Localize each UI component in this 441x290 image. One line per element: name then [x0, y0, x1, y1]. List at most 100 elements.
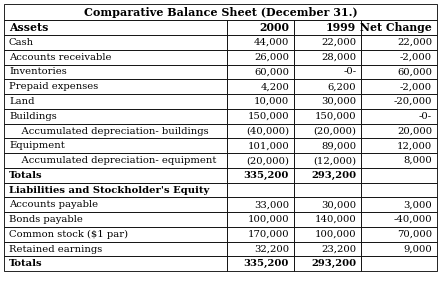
Bar — [4, 212, 227, 227]
Text: Prepaid expenses: Prepaid expenses — [9, 82, 98, 91]
Bar — [361, 212, 437, 227]
Bar — [361, 79, 437, 94]
Bar — [294, 65, 361, 79]
Bar — [227, 212, 294, 227]
Text: Bonds payable: Bonds payable — [9, 215, 83, 224]
Text: 33,000: 33,000 — [254, 200, 289, 209]
Text: 335,200: 335,200 — [244, 259, 289, 268]
Bar — [361, 183, 437, 197]
Text: 4,200: 4,200 — [260, 82, 289, 91]
Bar — [4, 242, 227, 256]
Bar — [4, 20, 227, 35]
Text: 44,000: 44,000 — [254, 38, 289, 47]
Text: Equipment: Equipment — [9, 141, 65, 150]
Bar — [294, 50, 361, 65]
Bar — [294, 35, 361, 50]
Text: 335,200: 335,200 — [244, 171, 289, 180]
Bar — [294, 79, 361, 94]
Bar — [4, 35, 227, 50]
Bar — [4, 138, 227, 153]
Bar — [294, 197, 361, 212]
Bar — [227, 153, 294, 168]
Text: Liabilities and Stockholder's Equity: Liabilities and Stockholder's Equity — [9, 186, 209, 195]
Bar — [294, 168, 361, 183]
Text: -2,000: -2,000 — [400, 82, 432, 91]
Text: Buildings: Buildings — [9, 112, 57, 121]
Bar — [361, 50, 437, 65]
Text: 100,000: 100,000 — [247, 215, 289, 224]
Bar — [227, 94, 294, 109]
Bar — [227, 65, 294, 79]
Bar — [227, 79, 294, 94]
Bar — [294, 94, 361, 109]
Text: 150,000: 150,000 — [314, 112, 356, 121]
Bar — [4, 65, 227, 79]
Text: (20,000): (20,000) — [313, 126, 356, 135]
Text: 12,000: 12,000 — [397, 141, 432, 150]
Bar — [361, 153, 437, 168]
Text: 3,000: 3,000 — [403, 200, 432, 209]
Bar — [4, 168, 227, 183]
Bar — [4, 109, 227, 124]
Bar — [227, 50, 294, 65]
Text: 293,200: 293,200 — [311, 171, 356, 180]
Text: 6,200: 6,200 — [328, 82, 356, 91]
Text: -2,000: -2,000 — [400, 53, 432, 62]
Text: 26,000: 26,000 — [254, 53, 289, 62]
Bar — [294, 153, 361, 168]
Bar — [361, 124, 437, 138]
Bar — [4, 227, 227, 242]
Text: (20,000): (20,000) — [246, 156, 289, 165]
Bar — [4, 79, 227, 94]
Text: Common stock ($1 par): Common stock ($1 par) — [9, 230, 128, 239]
Bar — [227, 20, 294, 35]
Text: Accounts payable: Accounts payable — [9, 200, 98, 209]
Bar — [227, 109, 294, 124]
Text: (12,000): (12,000) — [313, 156, 356, 165]
Text: 23,200: 23,200 — [321, 244, 356, 253]
Text: 22,000: 22,000 — [321, 38, 356, 47]
Bar — [227, 183, 294, 197]
Bar — [361, 20, 437, 35]
Text: (40,000): (40,000) — [246, 126, 289, 135]
Text: 101,000: 101,000 — [247, 141, 289, 150]
Text: 10,000: 10,000 — [254, 97, 289, 106]
Bar — [294, 20, 361, 35]
Text: Inventories: Inventories — [9, 68, 67, 77]
Bar — [4, 4, 437, 20]
Text: 30,000: 30,000 — [321, 97, 356, 106]
Text: Land: Land — [9, 97, 34, 106]
Text: 2000: 2000 — [259, 22, 289, 33]
Bar — [4, 50, 227, 65]
Text: 150,000: 150,000 — [247, 112, 289, 121]
Bar — [294, 109, 361, 124]
Bar — [227, 168, 294, 183]
Text: Comparative Balance Sheet (December 31.): Comparative Balance Sheet (December 31.) — [84, 7, 357, 18]
Text: -0-: -0- — [343, 68, 356, 77]
Text: Totals: Totals — [9, 259, 43, 268]
Text: Net Change: Net Change — [360, 22, 432, 33]
Text: Accumulated depreciation- buildings: Accumulated depreciation- buildings — [9, 126, 209, 135]
Text: Retained earnings: Retained earnings — [9, 244, 102, 253]
Bar — [294, 242, 361, 256]
Bar — [4, 124, 227, 138]
Text: Totals: Totals — [9, 171, 43, 180]
Text: 20,000: 20,000 — [397, 126, 432, 135]
Bar — [294, 138, 361, 153]
Text: 60,000: 60,000 — [397, 68, 432, 77]
Text: -40,000: -40,000 — [393, 215, 432, 224]
Text: 60,000: 60,000 — [254, 68, 289, 77]
Bar — [227, 242, 294, 256]
Bar — [361, 109, 437, 124]
Bar — [361, 256, 437, 271]
Text: 293,200: 293,200 — [311, 259, 356, 268]
Text: -0-: -0- — [419, 112, 432, 121]
Bar — [227, 35, 294, 50]
Text: Cash: Cash — [9, 38, 34, 47]
Bar — [4, 197, 227, 212]
Text: 22,000: 22,000 — [397, 38, 432, 47]
Bar — [361, 65, 437, 79]
Bar — [361, 94, 437, 109]
Text: Assets: Assets — [9, 22, 49, 33]
Bar — [227, 256, 294, 271]
